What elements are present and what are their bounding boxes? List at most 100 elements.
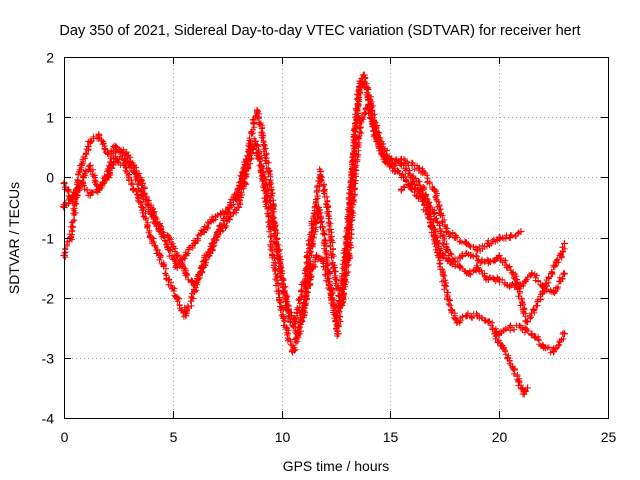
series-track-3	[60, 101, 568, 356]
y-tick-label: -2	[42, 291, 55, 307]
data-point	[77, 179, 85, 187]
data-point	[506, 282, 514, 290]
data-point	[147, 209, 155, 217]
data-point	[273, 246, 281, 254]
data-point	[265, 167, 273, 175]
data-point	[495, 234, 503, 241]
data-point	[156, 227, 164, 235]
data-point	[191, 288, 199, 296]
data-point	[556, 252, 564, 260]
data-point	[550, 348, 558, 356]
data-point	[325, 282, 333, 290]
x-tick-label: 0	[61, 429, 69, 445]
data-point	[408, 179, 416, 187]
data-point	[112, 143, 120, 151]
data-point	[397, 185, 405, 193]
data-point	[352, 161, 360, 169]
data-point	[225, 203, 233, 211]
data-point	[484, 240, 492, 248]
data-point	[130, 161, 138, 169]
data-point	[217, 221, 225, 229]
data-point	[391, 167, 399, 175]
y-axis-label: SDTVAR / TECUs	[6, 182, 22, 294]
data-point	[497, 342, 505, 350]
data-point	[360, 71, 368, 79]
data-point	[560, 240, 568, 248]
data-point	[495, 276, 503, 284]
data-point	[95, 185, 103, 193]
data-point	[86, 161, 94, 169]
data-point	[560, 330, 568, 338]
data-point	[69, 191, 77, 199]
data-point	[330, 264, 338, 272]
data-point	[288, 348, 296, 356]
data-point	[67, 234, 75, 241]
data-point	[217, 209, 225, 217]
data-point	[504, 264, 512, 272]
data-point	[441, 282, 449, 290]
data-point	[254, 149, 262, 157]
data-point	[491, 330, 499, 338]
data-point	[528, 330, 536, 338]
data-point	[332, 312, 340, 320]
data-point	[510, 366, 518, 374]
data-point	[182, 252, 190, 260]
x-tick-label: 20	[492, 429, 508, 445]
data-point	[164, 234, 172, 241]
data-point	[430, 209, 438, 217]
data-point	[380, 155, 388, 163]
data-point	[463, 312, 471, 320]
data-point	[519, 390, 527, 398]
data-point	[456, 264, 464, 272]
data-point	[121, 161, 129, 169]
data-point	[156, 252, 164, 260]
data-point	[80, 173, 88, 181]
data-point	[539, 288, 547, 296]
data-point	[408, 161, 416, 169]
grid-lines	[64, 57, 608, 418]
data-point	[550, 288, 558, 296]
series-track-5	[491, 329, 531, 398]
data-point	[436, 209, 444, 217]
data-point	[173, 294, 181, 302]
data-point	[77, 161, 85, 169]
axis-ticks	[64, 57, 609, 419]
data-point	[528, 270, 536, 278]
data-point	[478, 258, 486, 266]
data-point	[86, 137, 94, 145]
data-point	[473, 264, 481, 272]
data-point	[249, 119, 257, 127]
data-point	[234, 191, 242, 199]
data-point	[463, 240, 471, 248]
x-tick-label: 10	[275, 429, 291, 445]
data-point	[308, 240, 316, 248]
data-point	[523, 384, 531, 392]
data-point	[419, 185, 427, 193]
data-point	[130, 185, 138, 193]
data-point	[339, 294, 347, 302]
data-point	[517, 324, 525, 332]
data-point	[419, 191, 427, 199]
data-point	[182, 270, 190, 278]
data-point	[504, 354, 512, 362]
data-series	[60, 71, 568, 398]
data-point	[260, 173, 268, 181]
data-point	[208, 246, 216, 254]
data-point	[515, 378, 523, 386]
data-point	[399, 173, 407, 181]
data-point	[251, 137, 259, 145]
data-point	[293, 330, 301, 338]
data-point	[506, 234, 514, 241]
data-point	[147, 234, 155, 241]
data-point	[315, 203, 323, 211]
data-point	[430, 185, 438, 193]
data-point	[138, 203, 146, 211]
x-tick-label: 25	[601, 429, 617, 445]
data-point	[182, 312, 190, 320]
data-point	[454, 318, 462, 326]
y-tick-labels: -4 -3 -2 -1 0 1 2	[42, 50, 55, 427]
chart-title: Day 350 of 2021, Sidereal Day-to-day VTE…	[59, 23, 580, 39]
data-point	[354, 95, 362, 103]
data-point	[371, 131, 379, 139]
